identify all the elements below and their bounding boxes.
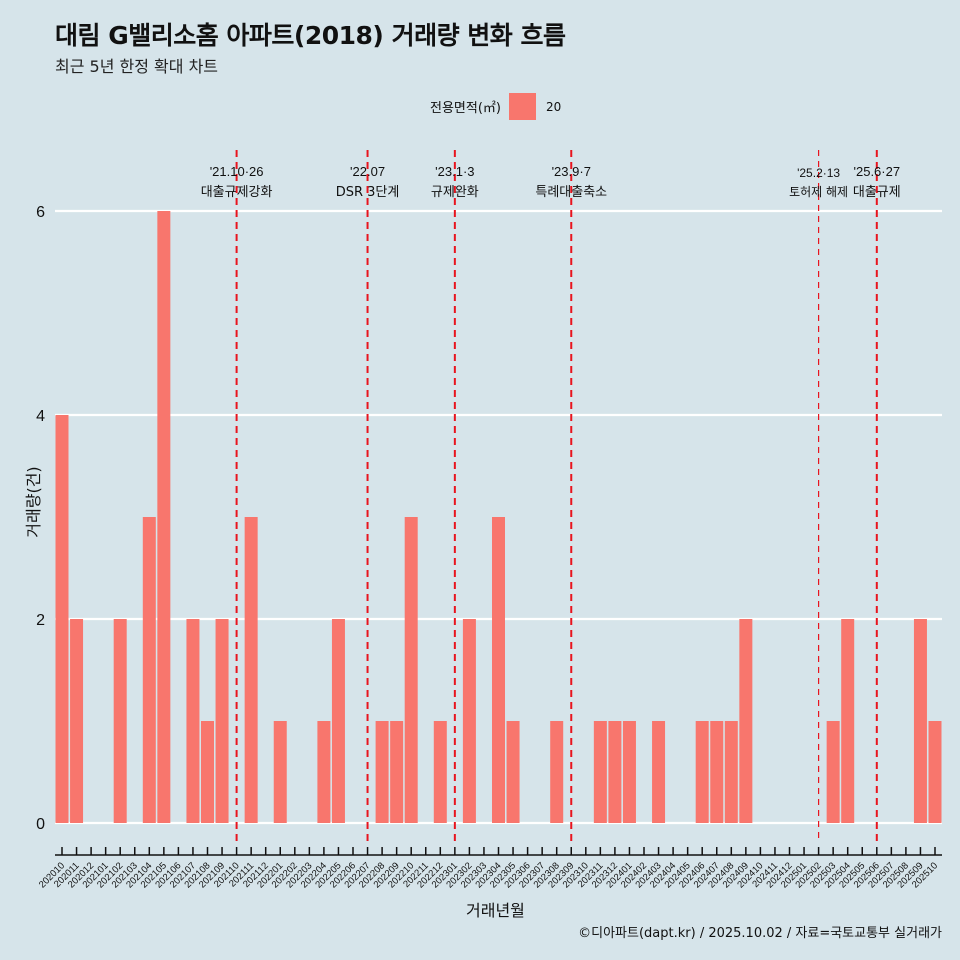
bar-202208 — [375, 721, 389, 823]
bar-202111 — [244, 517, 258, 823]
event-date: '23.1·3 — [435, 164, 474, 179]
bar-202104 — [142, 517, 156, 823]
bar-202010 — [55, 415, 69, 823]
bar-202311 — [593, 721, 607, 823]
y-axis: 0 2 4 6 — [36, 204, 45, 833]
bar-202503 — [826, 721, 840, 823]
bar-202102 — [113, 619, 127, 823]
bar-202510 — [928, 721, 942, 823]
event-date: '22.07 — [350, 164, 385, 179]
event-label: 규제완화 — [431, 185, 479, 200]
bar-202509 — [913, 619, 927, 823]
bar-202205 — [331, 619, 345, 823]
legend: 전용면적(㎡) 20 — [430, 93, 561, 120]
bar-202504 — [841, 619, 855, 823]
bar-202409 — [739, 619, 753, 823]
bar-202212 — [433, 721, 447, 823]
bar-202407 — [710, 721, 724, 823]
event-label: 특례대출축소 — [535, 185, 607, 200]
y-tick-label: 4 — [36, 408, 45, 425]
bar-202209 — [390, 721, 404, 823]
bar-202312 — [608, 721, 622, 823]
bar-202210 — [404, 517, 418, 823]
bar-202305 — [506, 721, 520, 823]
legend-item-label: 20 — [545, 99, 562, 114]
y-tick-label: 0 — [36, 816, 45, 833]
y-tick-label: 6 — [36, 204, 45, 221]
legend-title: 전용면적(㎡) — [430, 101, 501, 116]
bar-202401 — [622, 721, 636, 823]
event-date: '23.9·7 — [552, 164, 591, 179]
event-label: 대출규제강화 — [201, 185, 273, 200]
bar-202408 — [724, 721, 738, 823]
bar-202308 — [550, 721, 564, 823]
chart-subtitle: 최근 5년 한정 확대 차트 — [55, 57, 219, 76]
bar-202304 — [492, 517, 505, 823]
bar-202107 — [186, 619, 200, 823]
bar-202105 — [157, 211, 171, 823]
bar-202201 — [273, 721, 287, 823]
x-axis-title: 거래년월 — [466, 901, 525, 920]
event-lines: '21.10·26 대출규제강화 '22.07 DSR 3단계 '23.1·3 규제완화 '… — [201, 150, 901, 842]
bar-202108 — [201, 721, 214, 823]
event-label: 토허제 해제 — [789, 185, 848, 199]
bar-202403 — [652, 721, 666, 823]
event-date: '25.2·13 — [797, 166, 840, 180]
bar-202204 — [317, 721, 331, 823]
legend-swatch — [508, 93, 536, 120]
x-axis: 2020102020112020122021012021022021032021… — [37, 847, 942, 891]
event-label: DSR 3단계 — [336, 185, 400, 200]
bars — [55, 211, 942, 823]
chart-title: 대림 G밸리소홈 아파트(2018) 거래량 변화 흐름 — [55, 21, 566, 50]
bar-202109 — [215, 619, 229, 823]
source-footer: ©디아파트(dapt.kr) / 2025.10.02 / 자료=국토교통부 실… — [578, 926, 942, 941]
bar-202011 — [70, 619, 84, 823]
event-date: '25.6·27 — [854, 164, 901, 179]
bar-202406 — [695, 721, 709, 823]
y-axis-title: 거래량(건) — [24, 466, 43, 538]
event-date: '21.10·26 — [210, 164, 264, 179]
y-tick-label: 2 — [36, 612, 45, 629]
event-label: 대출규제 — [853, 185, 901, 200]
bar-202302 — [462, 619, 476, 823]
